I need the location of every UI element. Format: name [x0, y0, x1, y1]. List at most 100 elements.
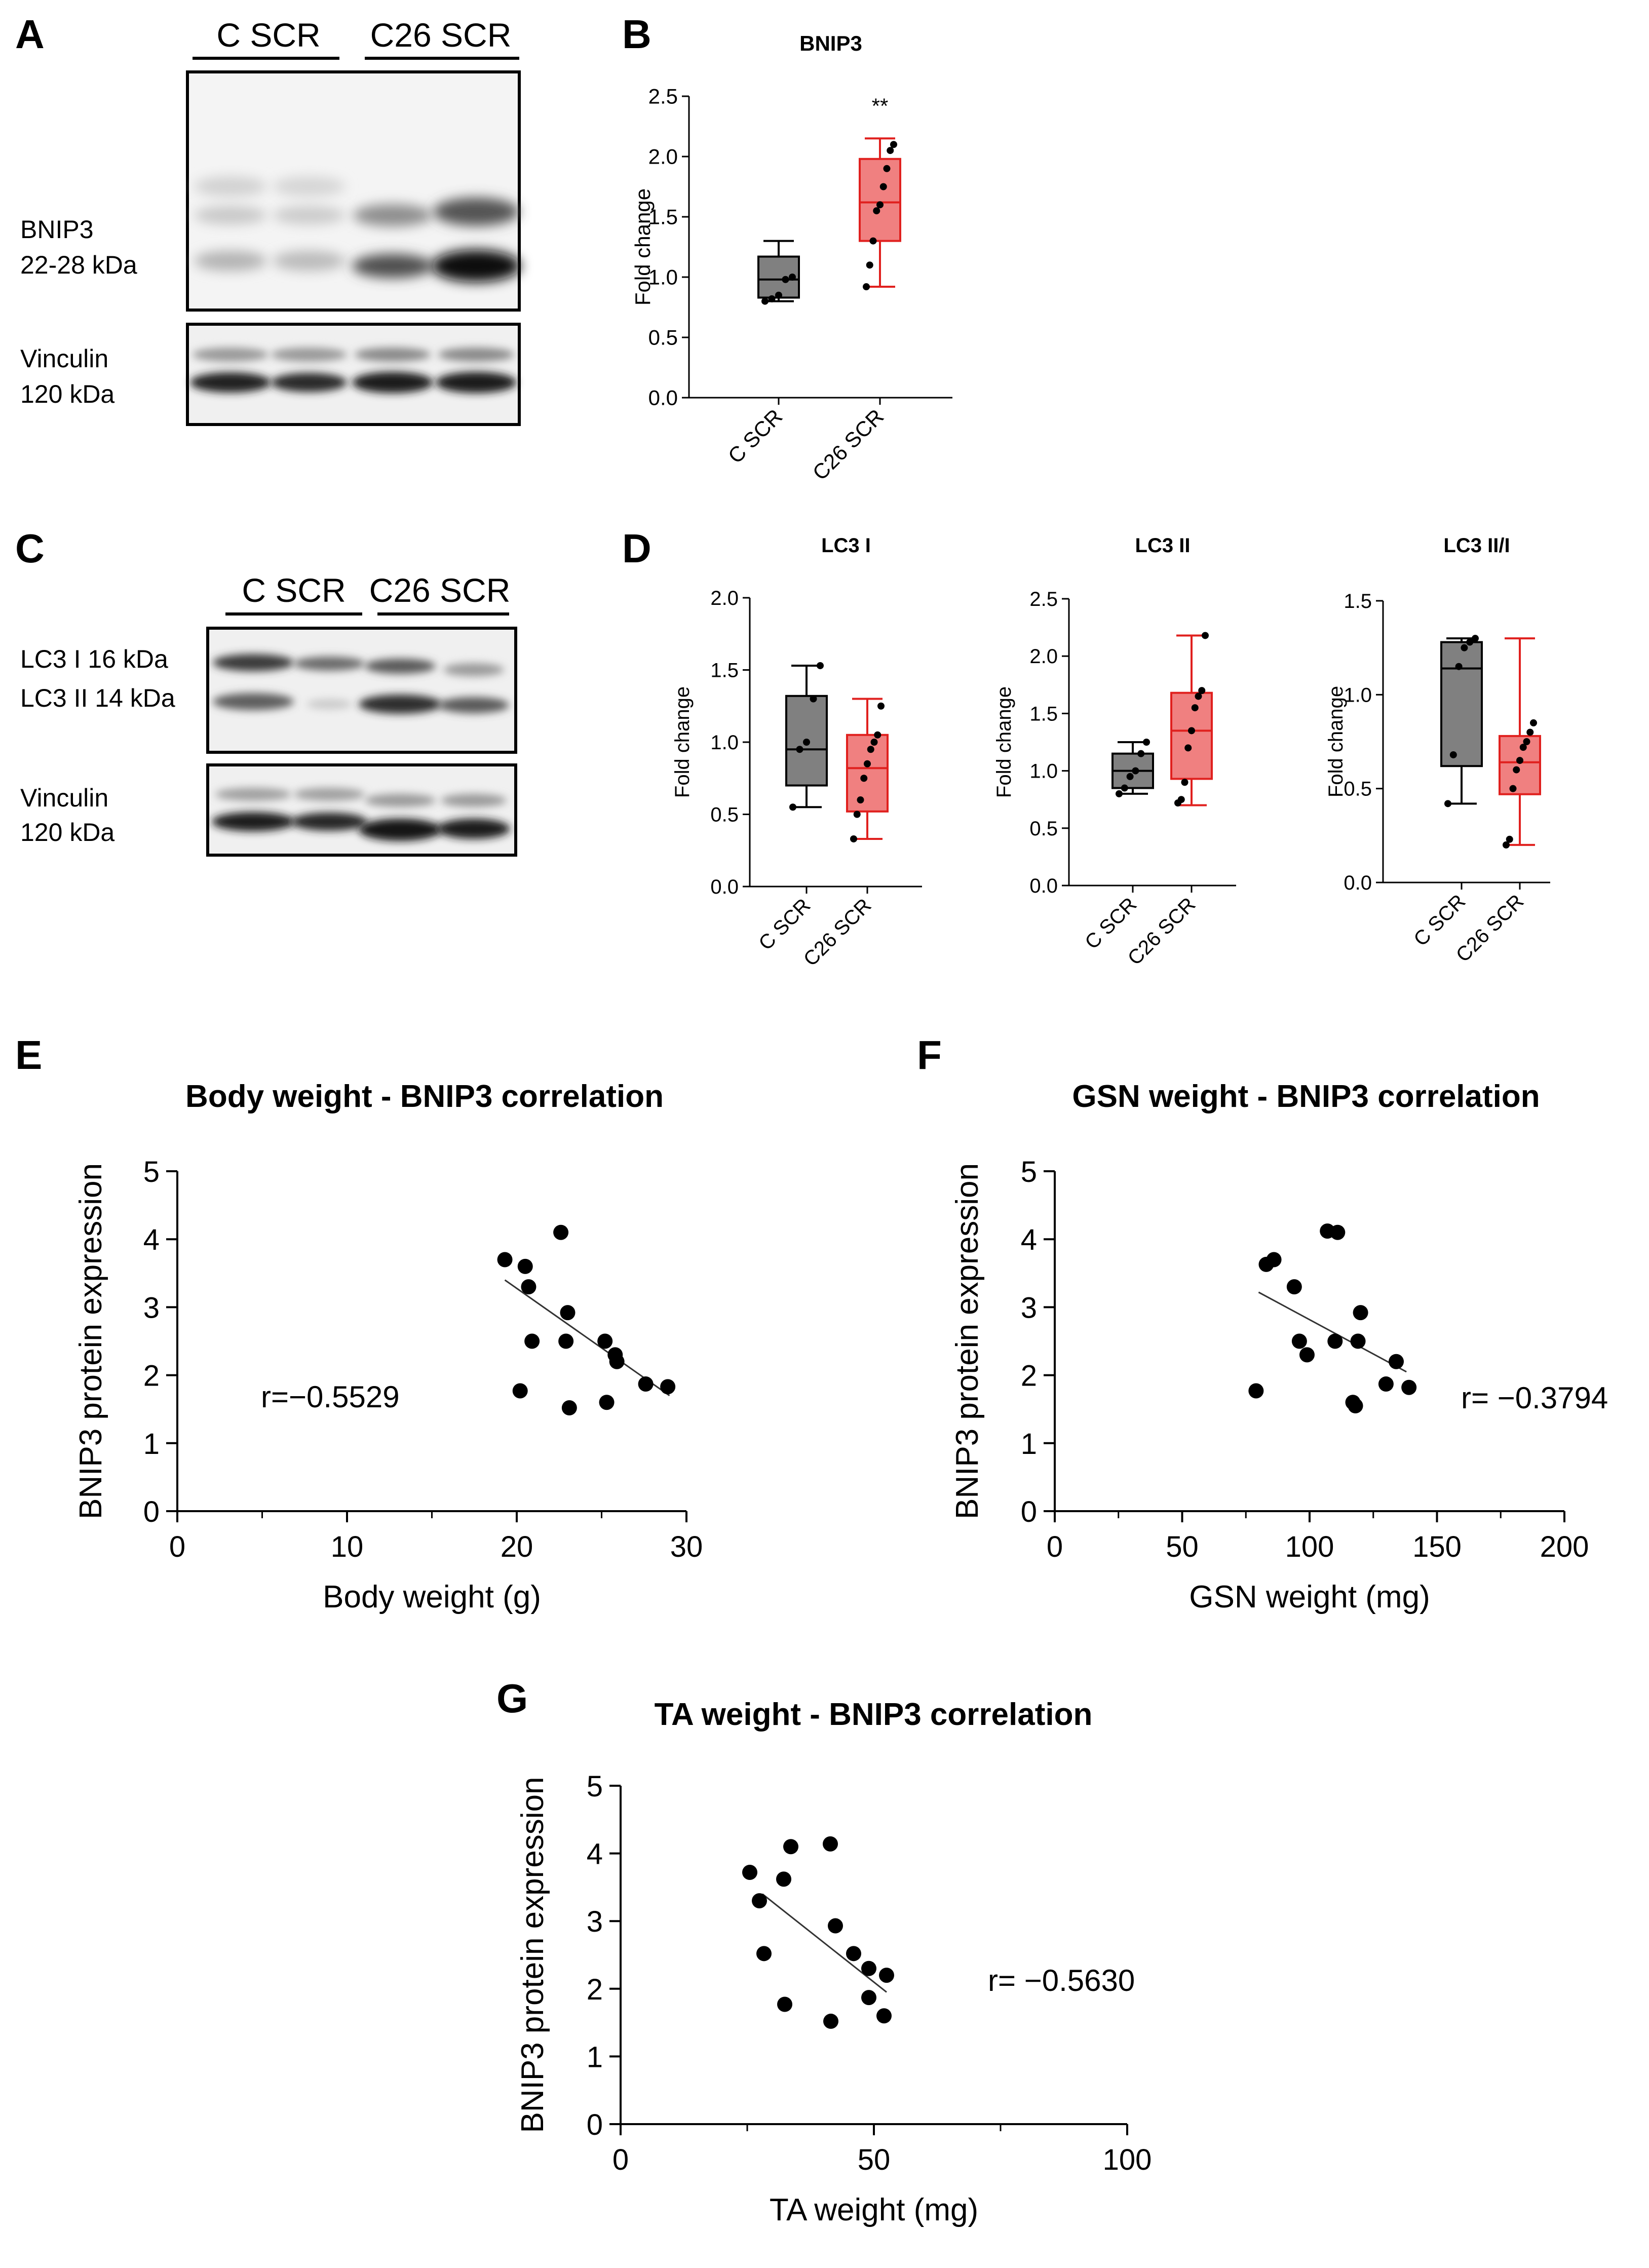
x-axis-label: TA weight (mg) — [770, 2193, 978, 2227]
y-axis-label: Fold change — [671, 686, 694, 798]
chart-title: LC3 II/I — [1443, 534, 1510, 557]
data-point — [1198, 687, 1206, 695]
data-point — [638, 1376, 654, 1392]
x-category-label: C SCR — [754, 894, 815, 954]
data-point — [876, 2008, 892, 2024]
chart-g-ta-weight-correlation: TA weight - BNIP3 correlation BNIP3 prote… — [515, 1697, 1152, 2227]
box-iqr — [846, 734, 889, 813]
x-category-label: C26 SCR — [799, 894, 876, 971]
x-tick-label: 30 — [670, 1530, 703, 1563]
panel-letter-g: G — [496, 1676, 528, 1721]
data-point — [1137, 750, 1145, 757]
y-axis-label: BNIP3 protein expression — [515, 1777, 550, 2133]
chart-d-lc3i-fold-change: LC3 I Fold change 0.0 0.5 1.0 1.5 2.0 C SCRC26 … — [671, 534, 922, 971]
regression-line — [1258, 1291, 1407, 1373]
chart-title: BNIP3 — [799, 31, 862, 55]
x-tick-label: 200 — [1540, 1530, 1589, 1563]
data-point — [1389, 1354, 1404, 1369]
data-point — [861, 1961, 876, 1976]
data-point — [1116, 790, 1123, 797]
y-tick-label: 3 — [1021, 1291, 1037, 1324]
chart-e-body-weight-correlation: Body weight - BNIP3 correlation BNIP3 pro… — [73, 1079, 703, 1614]
y-axis-label: Fold change — [993, 686, 1015, 798]
y-tick-label: 1 — [143, 1428, 160, 1460]
data-point — [756, 1946, 772, 1962]
data-point — [1126, 773, 1134, 780]
y-tick-label: 2.0 — [648, 145, 678, 169]
data-point — [1455, 663, 1463, 670]
data-point — [1350, 1333, 1366, 1349]
data-point — [1449, 751, 1457, 758]
data-point — [850, 835, 857, 842]
box-iqr — [1170, 691, 1213, 780]
y-tick-label: 5 — [1021, 1156, 1037, 1188]
data-point — [874, 731, 881, 739]
data-point — [867, 746, 874, 753]
x-axis-label: Body weight (g) — [323, 1580, 541, 1614]
x-tick-label: 0 — [612, 2143, 629, 2176]
vinculin-bands-c — [212, 788, 510, 841]
data-point — [1248, 1383, 1264, 1399]
data-point — [517, 1258, 533, 1274]
vinculin-a-name: Vinculin — [20, 344, 108, 373]
y-tick-label: 1.5 — [1344, 590, 1372, 612]
y-tick-label: 1.5 — [648, 205, 678, 229]
data-point — [1353, 1305, 1368, 1321]
bnip3-bands — [194, 176, 521, 282]
data-point — [860, 775, 868, 782]
data-point — [803, 739, 810, 746]
data-point — [1530, 719, 1537, 726]
data-point — [558, 1333, 574, 1349]
y-tick-label: 4 — [1021, 1223, 1037, 1256]
x-category-label: C SCR — [723, 404, 787, 468]
y-tick-label: 4 — [587, 1838, 603, 1871]
chart-title: LC3 II — [1135, 534, 1191, 557]
data-point — [761, 297, 769, 305]
data-point — [877, 702, 885, 710]
chart-title: Body weight - BNIP3 correlation — [185, 1079, 664, 1114]
data-point — [782, 276, 789, 283]
data-point — [775, 291, 782, 299]
y-tick-label: 0.5 — [648, 326, 678, 350]
data-point — [768, 295, 776, 302]
data-point — [742, 1865, 757, 1880]
data-point — [1266, 1252, 1282, 1267]
y-tick-label: 2.5 — [648, 85, 678, 108]
x-tick-label: 10 — [331, 1530, 364, 1563]
bnip3-band-name: BNIP3 — [20, 215, 94, 244]
data-point — [1177, 796, 1185, 803]
data-point — [1299, 1347, 1315, 1363]
vinculin-bands-a — [190, 348, 517, 393]
data-point — [810, 695, 817, 703]
data-point — [1195, 693, 1202, 700]
panel-letter-d: D — [622, 526, 651, 571]
y-tick-label: 2 — [143, 1360, 160, 1393]
data-point — [599, 1395, 615, 1410]
y-tick-label: 1 — [1021, 1428, 1037, 1460]
box-iqr — [859, 158, 901, 242]
data-point — [823, 2013, 838, 2029]
y-tick-label: 4 — [143, 1223, 160, 1256]
data-point — [1523, 738, 1530, 745]
data-point — [1526, 728, 1534, 736]
data-point — [789, 274, 796, 281]
x-axis-label: GSN weight (mg) — [1189, 1580, 1430, 1614]
y-tick-label: 1.0 — [1029, 760, 1058, 783]
y-axis-label: BNIP3 protein expression — [950, 1163, 985, 1519]
data-point — [512, 1383, 528, 1399]
data-point — [1401, 1379, 1417, 1395]
chart-title: TA weight - BNIP3 correlation — [655, 1697, 1093, 1732]
blot-a-group-c26: C26 SCR — [370, 16, 512, 54]
data-point — [776, 1871, 791, 1887]
data-point — [887, 147, 894, 155]
data-point — [752, 1893, 767, 1909]
data-point — [1188, 727, 1195, 735]
y-tick-label: 2.5 — [1029, 588, 1058, 610]
chart-title: LC3 I — [821, 534, 871, 557]
regression-line — [504, 1279, 670, 1397]
data-point — [1327, 1333, 1343, 1349]
data-point — [1506, 835, 1513, 843]
data-point — [879, 1968, 894, 1983]
